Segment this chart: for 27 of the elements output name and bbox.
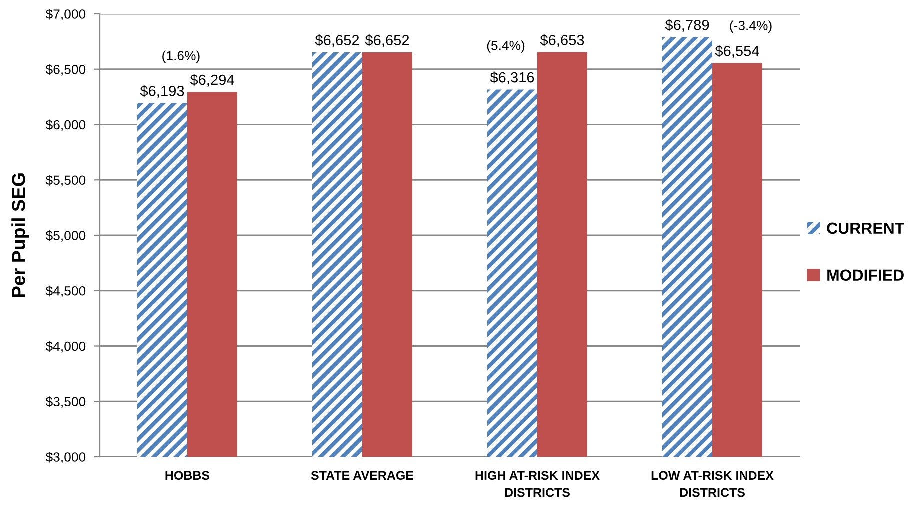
data-label: $6,193 [140, 85, 184, 98]
data-label: $6,653 [540, 34, 584, 48]
legend-label: MODIFIED [828, 270, 904, 282]
x-tick-label: STATE AVERAGE [311, 471, 414, 480]
y-tick-label: $3,000 [46, 452, 86, 464]
y-tick-label: $3,500 [46, 396, 86, 408]
data-label: $6,789 [665, 19, 710, 32]
annotation: (5.4%) [487, 40, 525, 53]
legend-label: CURRENT [827, 222, 904, 234]
y-tick-label: $6,500 [46, 64, 86, 76]
y-tick-label: $6,000 [46, 120, 86, 132]
y-tick-label: $4,500 [46, 286, 86, 298]
x-tick-label: LOW AT-RISK INDEX DISTRICTS [652, 471, 774, 498]
data-label: $6,316 [490, 72, 534, 84]
x-tick-label: HOBBS [166, 471, 210, 480]
data-label: $6,554 [715, 45, 760, 58]
y-tick-label: $7,000 [46, 9, 86, 20]
y-tick-label: $5,500 [46, 175, 86, 187]
annotation: (1.6%) [162, 50, 200, 64]
data-label: $6,652 [365, 34, 410, 48]
y-tick-label: $5,000 [46, 230, 86, 242]
y-tick-label: $4,000 [46, 341, 86, 353]
x-tick-label: HIGH AT-RISK INDEX DISTRICTS [476, 471, 600, 498]
data-label: $6,294 [190, 74, 234, 87]
data-label: $6,652 [315, 34, 360, 48]
y-axis-title: Per Pupil SEG [12, 174, 30, 298]
annotation: (-3.4%) [730, 20, 772, 33]
